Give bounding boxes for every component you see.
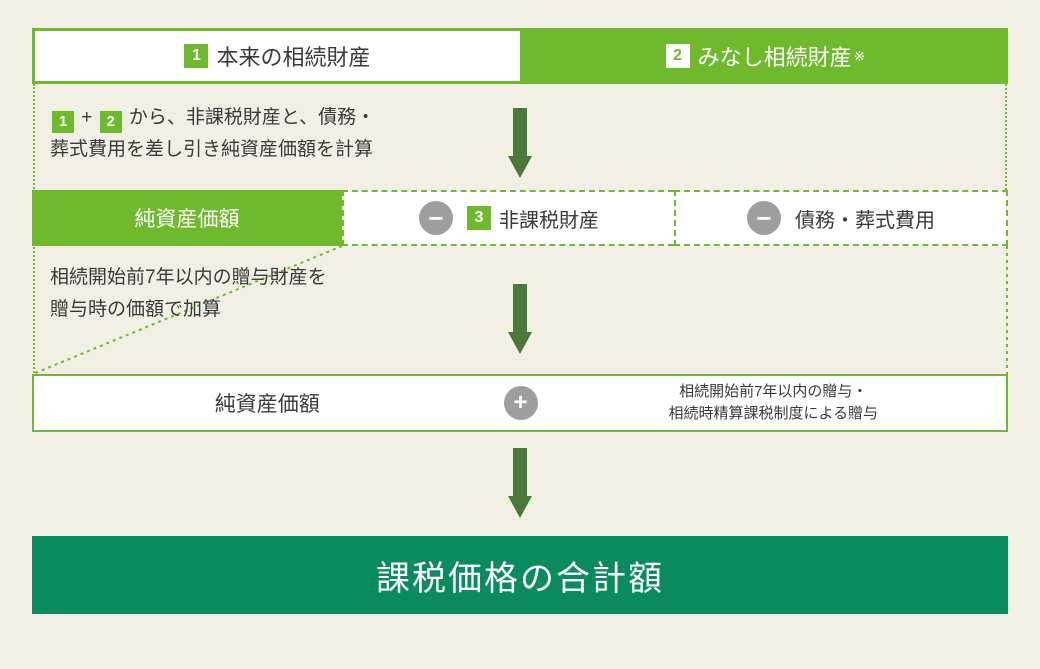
final-result-box: 課税価格の合計額: [32, 536, 1008, 614]
badge-3: 3: [467, 206, 491, 230]
badge-1-inline: 1: [52, 111, 74, 133]
arrow-3-head: [508, 496, 532, 518]
label-debts-funeral: 債務・葬式費用: [795, 204, 935, 233]
label-original-assets: 本来の相続財産: [216, 40, 370, 72]
desc2-line2: 贈与時の価額で加算: [50, 299, 221, 320]
desc2-line1: 相続開始前7年以内の贈与財産を: [50, 267, 327, 288]
description-step2: 相続開始前7年以内の贈与財産を 贈与時の価額で加算: [50, 262, 327, 327]
arrow-3-stem: [513, 448, 527, 496]
desc1-rest: から、非課税財産と、債務・: [124, 107, 376, 128]
box-original-assets: 1 本来の相続財産: [32, 28, 523, 84]
badge-1: 1: [184, 44, 208, 68]
dotted-connector-right: [1005, 84, 1007, 190]
arrow-1-head: [508, 156, 532, 178]
arrow-1-stem: [513, 108, 527, 156]
plus-icon: +: [504, 386, 538, 420]
gift-line2: 相続時精算課税制度による贈与: [668, 405, 878, 422]
arrow-2-stem: [513, 284, 527, 332]
top-category-row: 1 本来の相続財産 2 みなし相続財産 ※: [32, 28, 1008, 84]
box-debts-funeral: − 債務・葬式費用: [674, 190, 1008, 246]
badge-2-inline: 2: [100, 111, 122, 133]
plus-text: +: [76, 107, 98, 128]
box-net-asset-value-2: 純資産価額: [34, 376, 501, 430]
box-deemed-assets: 2 みなし相続財産 ※: [523, 28, 1008, 84]
net-asset-plus-gift-row: 純資産価額 + 相続開始前7年以内の贈与・ 相続時精算課税制度による贈与: [32, 374, 1008, 432]
minus-icon: −: [419, 201, 453, 235]
description-step1: 1 + 2 から、非課税財産と、債務・ 葬式費用を差し引き純資産価額を計算: [50, 102, 375, 167]
label-deemed-assets: みなし相続財産: [698, 40, 852, 72]
box-nontaxable-assets: − 3 非課税財産: [342, 190, 674, 246]
box-gift-additions: 相続開始前7年以内の贈与・ 相続時精算課税制度による贈与: [541, 376, 1006, 430]
note-asterisk: ※: [854, 48, 866, 65]
box-net-asset-value: 純資産価額: [32, 190, 342, 246]
net-asset-row: 純資産価額 − 3 非課税財産 − 債務・葬式費用: [32, 190, 1008, 246]
badge-2: 2: [666, 44, 690, 68]
gift-line1: 相続開始前7年以内の贈与・: [679, 383, 867, 400]
desc1-line2: 葬式費用を差し引き純資産価額を計算: [50, 139, 373, 160]
plus-icon-wrap: +: [501, 376, 541, 430]
minus-icon: −: [747, 201, 781, 235]
arrow-2-head: [508, 332, 532, 354]
label-nontaxable: 非課税財産: [499, 204, 599, 233]
